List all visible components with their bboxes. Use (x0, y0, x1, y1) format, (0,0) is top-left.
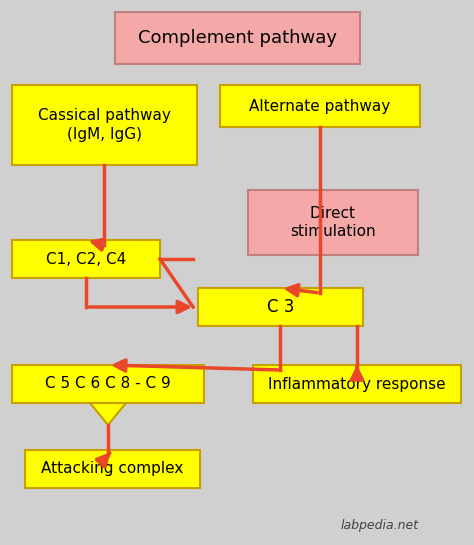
FancyBboxPatch shape (12, 240, 160, 278)
FancyBboxPatch shape (115, 12, 360, 64)
FancyBboxPatch shape (248, 190, 418, 255)
FancyBboxPatch shape (12, 365, 204, 403)
Text: Inflammatory response: Inflammatory response (268, 377, 446, 391)
Text: Direct
stimulation: Direct stimulation (290, 205, 376, 239)
Text: Complement pathway: Complement pathway (138, 29, 337, 47)
FancyBboxPatch shape (220, 85, 420, 127)
Text: labpedia.net: labpedia.net (341, 518, 419, 531)
FancyBboxPatch shape (25, 450, 200, 488)
Text: C 5 C 6 C 8 - C 9: C 5 C 6 C 8 - C 9 (45, 377, 171, 391)
Polygon shape (90, 403, 126, 425)
FancyBboxPatch shape (12, 85, 197, 165)
Text: C 3: C 3 (267, 298, 294, 316)
FancyBboxPatch shape (198, 288, 363, 326)
Text: C1, C2, C4: C1, C2, C4 (46, 251, 126, 267)
Text: Alternate pathway: Alternate pathway (249, 99, 391, 113)
Text: Attacking complex: Attacking complex (41, 462, 184, 476)
FancyBboxPatch shape (253, 365, 461, 403)
Text: Cassical pathway
(IgM, IgG): Cassical pathway (IgM, IgG) (38, 108, 171, 142)
